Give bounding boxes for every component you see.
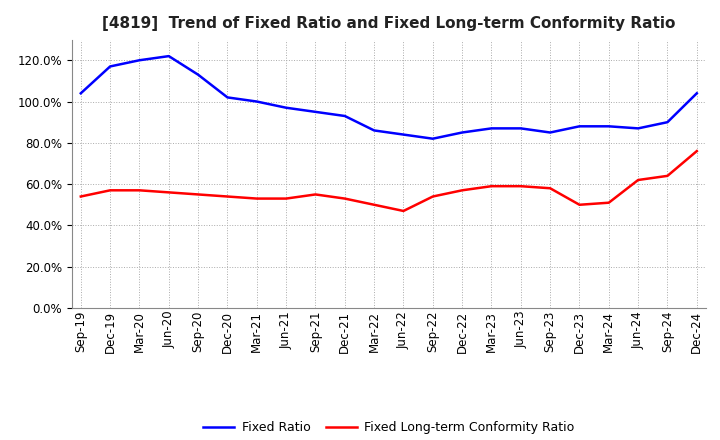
Fixed Long-term Conformity Ratio	[458, 188, 467, 193]
Fixed Ratio	[164, 54, 173, 59]
Fixed Ratio	[546, 130, 554, 135]
Fixed Ratio	[399, 132, 408, 137]
Fixed Ratio	[135, 58, 144, 63]
Fixed Long-term Conformity Ratio	[693, 148, 701, 154]
Fixed Long-term Conformity Ratio	[575, 202, 584, 207]
Fixed Long-term Conformity Ratio	[370, 202, 379, 207]
Fixed Long-term Conformity Ratio	[164, 190, 173, 195]
Fixed Long-term Conformity Ratio	[428, 194, 437, 199]
Fixed Ratio	[106, 64, 114, 69]
Fixed Ratio	[575, 124, 584, 129]
Fixed Long-term Conformity Ratio	[634, 177, 642, 183]
Fixed Ratio	[282, 105, 290, 110]
Fixed Ratio	[223, 95, 232, 100]
Fixed Ratio	[663, 120, 672, 125]
Fixed Ratio	[311, 109, 320, 114]
Fixed Long-term Conformity Ratio	[516, 183, 525, 189]
Fixed Long-term Conformity Ratio	[399, 208, 408, 213]
Fixed Ratio	[516, 126, 525, 131]
Fixed Ratio	[634, 126, 642, 131]
Fixed Long-term Conformity Ratio	[311, 192, 320, 197]
Fixed Long-term Conformity Ratio	[282, 196, 290, 201]
Fixed Ratio	[458, 130, 467, 135]
Fixed Ratio	[76, 91, 85, 96]
Fixed Long-term Conformity Ratio	[663, 173, 672, 179]
Fixed Long-term Conformity Ratio	[194, 192, 202, 197]
Fixed Long-term Conformity Ratio	[546, 186, 554, 191]
Legend: Fixed Ratio, Fixed Long-term Conformity Ratio: Fixed Ratio, Fixed Long-term Conformity …	[198, 416, 580, 439]
Fixed Long-term Conformity Ratio	[106, 188, 114, 193]
Fixed Long-term Conformity Ratio	[253, 196, 261, 201]
Fixed Ratio	[428, 136, 437, 141]
Fixed Long-term Conformity Ratio	[135, 188, 144, 193]
Fixed Long-term Conformity Ratio	[341, 196, 349, 201]
Fixed Ratio	[693, 91, 701, 96]
Fixed Ratio	[487, 126, 496, 131]
Fixed Ratio	[605, 124, 613, 129]
Fixed Long-term Conformity Ratio	[76, 194, 85, 199]
Fixed Long-term Conformity Ratio	[605, 200, 613, 205]
Fixed Ratio	[194, 72, 202, 77]
Fixed Ratio	[370, 128, 379, 133]
Fixed Ratio	[253, 99, 261, 104]
Line: Fixed Long-term Conformity Ratio: Fixed Long-term Conformity Ratio	[81, 151, 697, 211]
Fixed Long-term Conformity Ratio	[223, 194, 232, 199]
Title: [4819]  Trend of Fixed Ratio and Fixed Long-term Conformity Ratio: [4819] Trend of Fixed Ratio and Fixed Lo…	[102, 16, 675, 32]
Line: Fixed Ratio: Fixed Ratio	[81, 56, 697, 139]
Fixed Ratio	[341, 114, 349, 119]
Fixed Long-term Conformity Ratio	[487, 183, 496, 189]
